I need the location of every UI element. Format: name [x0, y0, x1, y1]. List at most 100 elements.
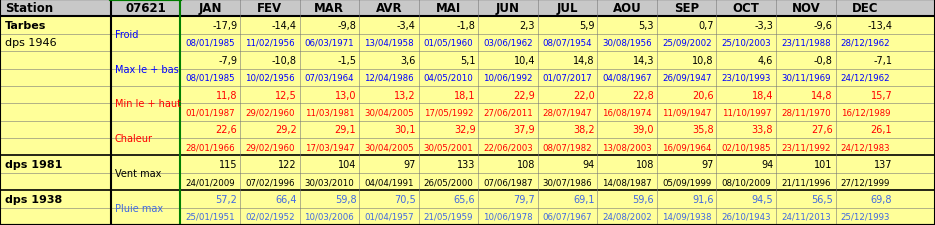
Text: 29,2: 29,2 [275, 125, 296, 135]
Bar [0, 52, 935, 69]
Text: 11/02/1956: 11/02/1956 [245, 39, 295, 48]
Text: 24/12/1962: 24/12/1962 [841, 73, 890, 82]
Text: 10/06/1978: 10/06/1978 [483, 212, 533, 221]
Text: -9,6: -9,6 [814, 21, 833, 31]
Text: MAR: MAR [314, 2, 344, 15]
Text: 30/04/2005: 30/04/2005 [364, 108, 414, 117]
Text: NOV: NOV [791, 2, 820, 15]
Text: 20,6: 20,6 [692, 90, 713, 100]
Text: 01/07/2017: 01/07/2017 [542, 73, 593, 82]
Text: JUN: JUN [496, 2, 520, 15]
Text: 11,8: 11,8 [216, 90, 237, 100]
Text: 23/11/1988: 23/11/1988 [781, 39, 830, 48]
Text: 30/05/2001: 30/05/2001 [424, 143, 473, 152]
Text: 66,4: 66,4 [275, 194, 296, 204]
Text: 0,7: 0,7 [698, 21, 713, 31]
Text: 24/11/2013: 24/11/2013 [781, 212, 830, 221]
Text: 122: 122 [278, 160, 296, 169]
Text: 22,8: 22,8 [632, 90, 654, 100]
Text: 28/11/1970: 28/11/1970 [781, 108, 830, 117]
Bar [0, 190, 935, 208]
Text: 21/05/1959: 21/05/1959 [424, 212, 473, 221]
Text: -3,3: -3,3 [755, 21, 773, 31]
Text: 14,8: 14,8 [812, 90, 833, 100]
Text: 16/08/1974: 16/08/1974 [602, 108, 652, 117]
Text: 70,5: 70,5 [395, 194, 416, 204]
Text: JUL: JUL [557, 2, 579, 15]
Text: 23/11/1992: 23/11/1992 [781, 143, 830, 152]
Text: 02/10/1985: 02/10/1985 [722, 143, 771, 152]
Text: Froid: Froid [114, 30, 138, 40]
Text: 29/02/1960: 29/02/1960 [245, 143, 295, 152]
Text: 108: 108 [517, 160, 535, 169]
Text: 59,6: 59,6 [632, 194, 654, 204]
Text: 08/07/1982: 08/07/1982 [543, 143, 593, 152]
Text: 06/03/1971: 06/03/1971 [305, 39, 354, 48]
Text: 37,9: 37,9 [513, 125, 535, 135]
Text: 94: 94 [761, 160, 773, 169]
Text: 94: 94 [583, 160, 595, 169]
Text: 29,1: 29,1 [335, 125, 356, 135]
Text: AVR: AVR [376, 2, 402, 15]
Text: 26/09/1947: 26/09/1947 [662, 73, 712, 82]
Text: 2,3: 2,3 [520, 21, 535, 31]
Text: 04/04/1991: 04/04/1991 [364, 177, 413, 186]
Text: -9,8: -9,8 [338, 21, 356, 31]
Text: 12/04/1986: 12/04/1986 [364, 73, 413, 82]
Text: 27,6: 27,6 [811, 125, 833, 135]
Text: 18,4: 18,4 [752, 90, 773, 100]
Text: 79,7: 79,7 [513, 194, 535, 204]
Text: 16/12/1989: 16/12/1989 [841, 108, 890, 117]
Text: 14/09/1938: 14/09/1938 [662, 212, 712, 221]
Text: 04/08/1967: 04/08/1967 [602, 73, 652, 82]
Text: OCT: OCT [733, 2, 760, 15]
Text: 97: 97 [701, 160, 713, 169]
Text: Pluie max: Pluie max [114, 203, 163, 213]
Text: 07/02/1996: 07/02/1996 [245, 177, 295, 186]
Text: 01/04/1957: 01/04/1957 [364, 212, 413, 221]
Text: 104: 104 [338, 160, 356, 169]
Bar [0, 0, 935, 17]
Bar [0, 87, 935, 104]
Text: 69,8: 69,8 [870, 194, 892, 204]
Text: 05/09/1999: 05/09/1999 [662, 177, 712, 186]
Text: 25/01/1951: 25/01/1951 [185, 212, 235, 221]
Text: -10,8: -10,8 [272, 56, 296, 65]
Text: 10,8: 10,8 [692, 56, 713, 65]
Text: 35,8: 35,8 [692, 125, 713, 135]
Text: 28/07/1947: 28/07/1947 [543, 108, 593, 117]
Text: -3,4: -3,4 [397, 21, 416, 31]
Text: 38,2: 38,2 [573, 125, 595, 135]
Text: 08/01/1985: 08/01/1985 [185, 73, 235, 82]
Text: 25/12/1993: 25/12/1993 [841, 212, 890, 221]
Text: 17/05/1992: 17/05/1992 [424, 108, 473, 117]
Text: MAI: MAI [436, 2, 461, 15]
Bar [0, 208, 935, 225]
Text: 30/07/1986: 30/07/1986 [543, 177, 593, 186]
Text: 17/03/1947: 17/03/1947 [305, 143, 354, 152]
Text: 07/03/1964: 07/03/1964 [305, 73, 354, 82]
Text: 30/04/2005: 30/04/2005 [364, 143, 414, 152]
Text: SEP: SEP [674, 2, 699, 15]
Text: -1,5: -1,5 [338, 56, 356, 65]
Text: 101: 101 [814, 160, 833, 169]
Text: DEC: DEC [852, 2, 879, 15]
Text: 14,8: 14,8 [573, 56, 595, 65]
Text: 24/01/2009: 24/01/2009 [185, 177, 235, 186]
Text: -1,8: -1,8 [456, 21, 475, 31]
Text: 08/07/1954: 08/07/1954 [543, 39, 593, 48]
Text: 57,2: 57,2 [215, 194, 237, 204]
Text: 5,9: 5,9 [579, 21, 595, 31]
Bar [0, 173, 935, 190]
Text: 13,2: 13,2 [395, 90, 416, 100]
Text: 59,8: 59,8 [335, 194, 356, 204]
Bar [0, 121, 935, 138]
Text: 22,6: 22,6 [215, 125, 237, 135]
Text: 25/10/2003: 25/10/2003 [722, 39, 771, 48]
Bar [0, 104, 935, 121]
Text: 108: 108 [636, 160, 654, 169]
Text: 69,1: 69,1 [573, 194, 595, 204]
Text: 29/02/1960: 29/02/1960 [245, 108, 295, 117]
Text: -14,4: -14,4 [272, 21, 296, 31]
Text: 07/06/1987: 07/06/1987 [483, 177, 533, 186]
